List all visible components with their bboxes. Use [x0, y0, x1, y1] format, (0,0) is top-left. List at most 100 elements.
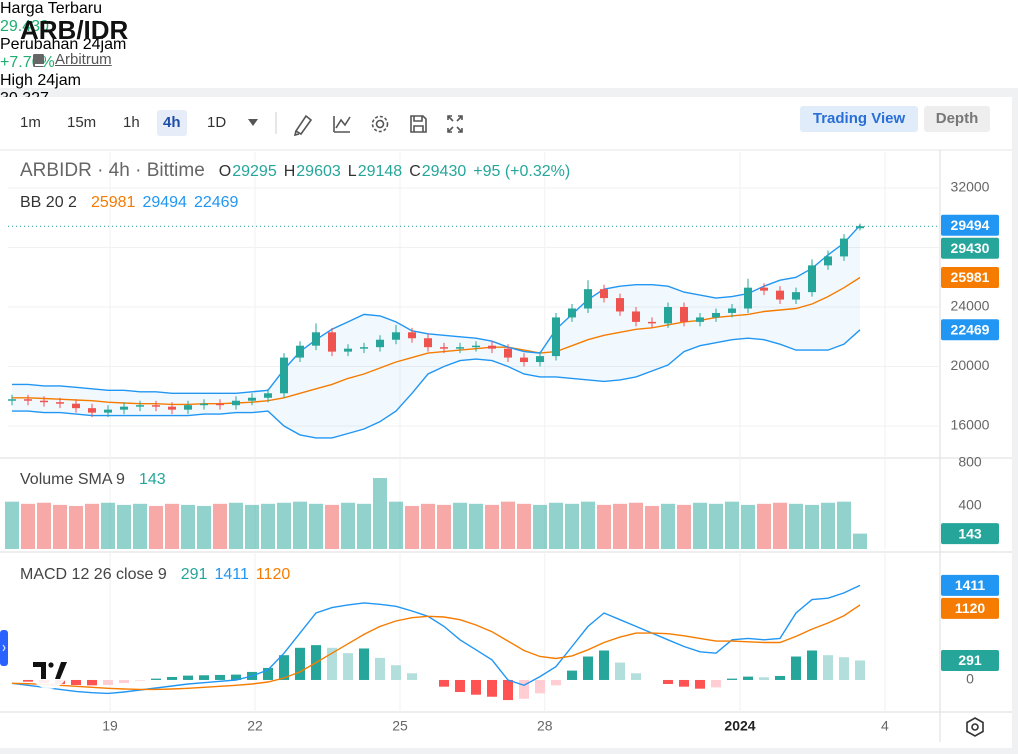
candle-body: [72, 403, 80, 409]
tradingview-logo: [30, 651, 68, 689]
value-badge-label: 143: [958, 525, 982, 541]
histogram-bar: [71, 679, 81, 685]
legend-ohlc: H29603: [284, 163, 341, 180]
histogram-bar: [823, 655, 833, 680]
interval-button[interactable]: 1h: [123, 114, 140, 131]
candle-body: [424, 338, 432, 348]
candle-body: [232, 400, 240, 406]
value-badge-label: 29430: [951, 240, 990, 256]
candle-body: [152, 405, 160, 407]
histogram-bar: [327, 647, 337, 680]
histogram-bar: [631, 673, 641, 680]
chart-settings[interactable]: [966, 717, 984, 737]
x-tick-label: 28: [537, 718, 553, 734]
candle-body: [632, 311, 640, 322]
candle-body: [728, 308, 736, 313]
view-button[interactable]: Depth: [924, 106, 990, 132]
indicator-icon[interactable]: [333, 116, 351, 133]
view-button[interactable]: Trading View: [800, 106, 918, 132]
value-badge: [941, 574, 999, 596]
stat: Harga Terbaru 29.430: [0, 0, 1018, 36]
volume-bar: [197, 505, 211, 549]
band-line: [12, 329, 861, 439]
histogram-bar: [375, 657, 385, 680]
legend-title: ARBIDR · 4h · Bittime: [20, 160, 205, 181]
volume-bar: [85, 503, 99, 549]
legend-ohlc-value: 29430: [421, 163, 467, 180]
candle-body: [312, 332, 320, 346]
x-tick-label: 25: [392, 718, 408, 734]
candle-body: [248, 397, 256, 401]
histogram-bar: [103, 679, 113, 685]
interval-button[interactable]: 1D: [207, 114, 227, 131]
settings-icon[interactable]: [375, 119, 385, 129]
volume-bar: [245, 504, 259, 549]
volume-bar: [21, 503, 35, 549]
candle-body: [600, 289, 608, 299]
histogram-bar: [87, 679, 97, 686]
value-badge: [941, 319, 999, 341]
candle-body: [24, 399, 32, 401]
volume-bar: [325, 504, 339, 549]
histogram-bar: [775, 675, 785, 680]
interval-button[interactable]: 15m: [67, 114, 97, 131]
candle-body: [296, 345, 304, 358]
candle-body: [392, 332, 400, 340]
candle-body: [840, 238, 848, 257]
histogram-bar: [343, 653, 353, 680]
candle-body: [696, 317, 704, 322]
histogram-bar: [167, 676, 177, 680]
volume-bar: [709, 503, 723, 549]
x-tick-label: 4: [881, 718, 889, 734]
save-icon[interactable]: [410, 115, 427, 133]
legend-ohlc: O29295: [219, 163, 277, 180]
side-tab[interactable]: [0, 630, 8, 666]
histogram-bar: [439, 679, 449, 687]
price-legend: ARBIDR · 4h · Bittime O29295 H29603 L29148 C…: [20, 160, 577, 182]
histogram-bar: [119, 679, 129, 683]
volume-bar: [117, 504, 131, 549]
stat-value: 29.430: [0, 18, 49, 35]
volume-bar: [517, 503, 531, 549]
volume-bar: [133, 503, 147, 549]
volume-bar: [5, 501, 19, 549]
histogram-bar: [295, 647, 305, 680]
coin-link[interactable]: Arbitrum: [55, 51, 112, 68]
histogram-bar: [199, 675, 209, 680]
volume-bar: [453, 502, 467, 549]
candle-body: [376, 339, 384, 348]
volume-bar: [53, 504, 67, 549]
volume-bar: [69, 505, 83, 549]
book-icon: [33, 54, 44, 67]
histogram-bar: [599, 650, 609, 680]
volume-bar: [837, 501, 851, 549]
candle-body: [8, 399, 16, 401]
volume-bar: [661, 503, 675, 549]
histogram-bar: [535, 679, 545, 694]
x-tick-label: 22: [247, 718, 263, 734]
draw-icon[interactable]: [293, 114, 313, 137]
stat-label: Perubahan 24jam: [0, 36, 127, 53]
candle-body: [264, 393, 272, 398]
legend-ohlc-label: O: [218, 163, 232, 180]
legend-value: 1411: [214, 566, 249, 583]
legend-ohlc: C29430: [409, 163, 466, 180]
volume-bar: [533, 504, 547, 549]
legend-indicator: Volume SMA 9: [20, 471, 125, 488]
interval-button[interactable]: 4h: [157, 110, 187, 136]
fullscreen-icon[interactable]: [447, 115, 463, 133]
volume-bar: [213, 503, 227, 549]
volume-bar: [149, 505, 163, 549]
legend-value: 1120: [255, 566, 291, 583]
candle-body: [360, 347, 368, 349]
interval-button[interactable]: 1m: [20, 114, 41, 131]
candle-body: [440, 347, 448, 349]
legend-value: 291: [180, 566, 208, 583]
volume-bar: [181, 504, 195, 549]
volume-bar: [597, 504, 611, 549]
candle-body: [680, 307, 688, 322]
dropdown-arrow[interactable]: [248, 119, 258, 126]
histogram-bar: [471, 679, 481, 695]
x-tick-label: 2024: [724, 718, 755, 734]
histogram-bar: [663, 679, 673, 684]
